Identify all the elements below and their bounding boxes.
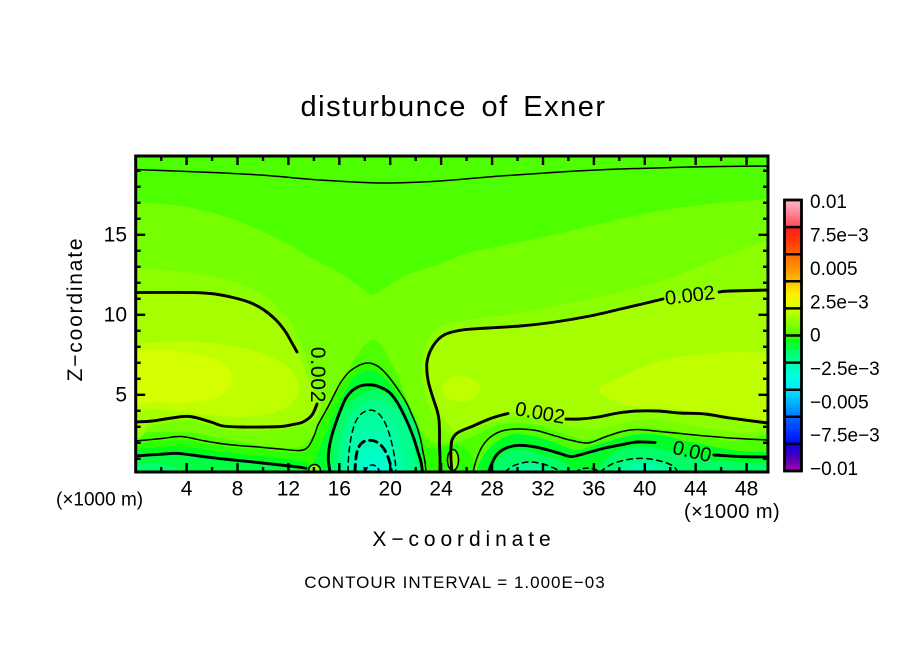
svg-text:(×1000 m): (×1000 m) — [56, 490, 143, 511]
svg-text:Z−coordinate: Z−coordinate — [64, 237, 87, 382]
svg-text:20: 20 — [379, 478, 402, 501]
svg-text:−2.5e−3: −2.5e−3 — [810, 359, 880, 380]
svg-text:4: 4 — [181, 478, 193, 501]
svg-text:0: 0 — [810, 326, 821, 347]
svg-text:36: 36 — [582, 478, 605, 501]
svg-text:44: 44 — [684, 478, 708, 501]
svg-text:12: 12 — [277, 478, 300, 501]
svg-text:7.5e−3: 7.5e−3 — [810, 226, 869, 247]
svg-text:15: 15 — [104, 224, 127, 247]
svg-text:(×1000 m): (×1000 m) — [684, 501, 780, 523]
svg-text:−0.005: −0.005 — [810, 392, 869, 413]
svg-text:40: 40 — [633, 478, 656, 501]
svg-text:2.5e−3: 2.5e−3 — [810, 292, 869, 313]
svg-text:0.002: 0.002 — [306, 347, 329, 404]
svg-text:0.01: 0.01 — [810, 192, 847, 213]
svg-text:−0.01: −0.01 — [810, 459, 858, 480]
svg-text:16: 16 — [328, 478, 351, 501]
svg-text:X−coordinate: X−coordinate — [372, 528, 555, 551]
svg-text:10: 10 — [104, 304, 127, 327]
svg-text:CONTOUR INTERVAL = 1.000E−03: CONTOUR INTERVAL = 1.000E−03 — [304, 573, 605, 592]
svg-text:0.005: 0.005 — [810, 259, 858, 280]
svg-text:28: 28 — [480, 478, 503, 501]
svg-text:8: 8 — [232, 478, 244, 501]
svg-text:5: 5 — [115, 384, 127, 407]
svg-text:48: 48 — [735, 478, 758, 501]
svg-text:disturbunce of Exner: disturbunce of Exner — [301, 91, 607, 123]
svg-text:−7.5e−3: −7.5e−3 — [810, 426, 880, 447]
svg-text:24: 24 — [429, 478, 453, 501]
svg-text:32: 32 — [531, 478, 554, 501]
